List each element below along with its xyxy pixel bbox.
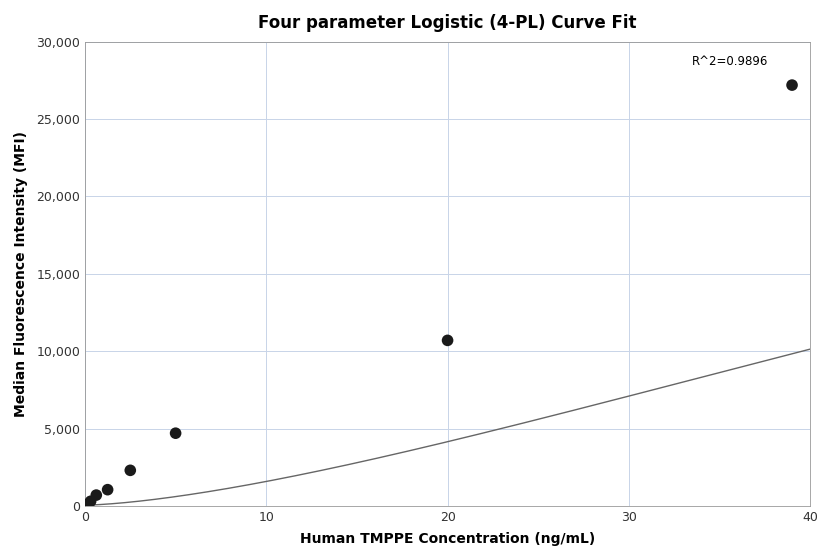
Text: R^2=0.9896: R^2=0.9896 [692,55,769,68]
Y-axis label: Median Fluorescence Intensity (MFI): Median Fluorescence Intensity (MFI) [14,131,28,417]
Point [84,497,97,506]
Point [169,429,182,438]
Point [101,485,114,494]
Point [124,466,137,475]
Point [82,500,95,508]
Point [441,336,454,345]
Point [90,491,103,500]
X-axis label: Human TMPPE Concentration (ng/mL): Human TMPPE Concentration (ng/mL) [300,532,595,546]
Title: Four parameter Logistic (4-PL) Curve Fit: Four parameter Logistic (4-PL) Curve Fit [258,14,636,32]
Point [785,81,799,90]
